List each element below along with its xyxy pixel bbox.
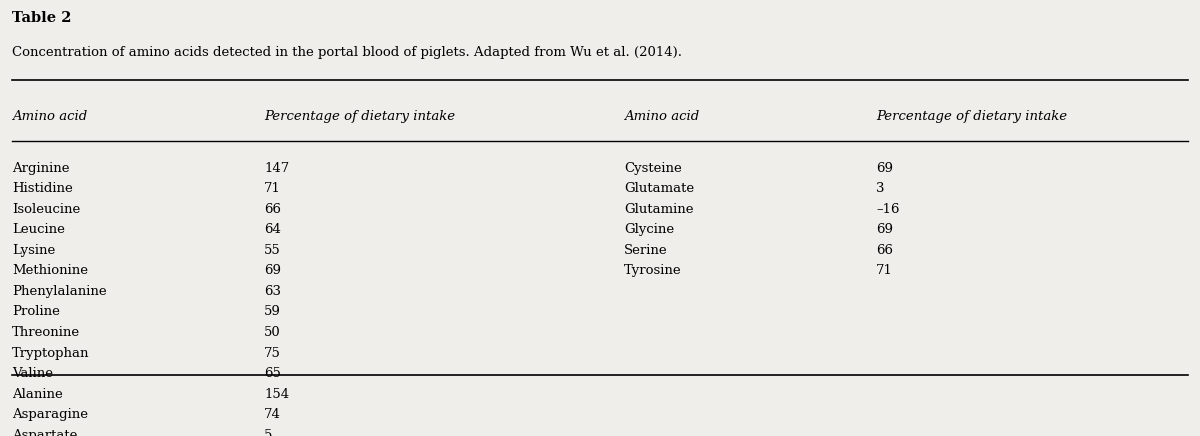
Text: Glutamate: Glutamate <box>624 182 694 195</box>
Text: Percentage of dietary intake: Percentage of dietary intake <box>876 110 1067 123</box>
Text: Proline: Proline <box>12 306 60 318</box>
Text: Histidine: Histidine <box>12 182 73 195</box>
Text: –16: –16 <box>876 203 900 216</box>
Text: 66: 66 <box>264 203 281 216</box>
Text: 71: 71 <box>876 264 893 277</box>
Text: 65: 65 <box>264 367 281 380</box>
Text: Glutamine: Glutamine <box>624 203 694 216</box>
Text: Glycine: Glycine <box>624 223 674 236</box>
Text: Isoleucine: Isoleucine <box>12 203 80 216</box>
Text: Tyrosine: Tyrosine <box>624 264 682 277</box>
Text: Leucine: Leucine <box>12 223 65 236</box>
Text: 147: 147 <box>264 162 289 175</box>
Text: Methionine: Methionine <box>12 264 88 277</box>
Text: 55: 55 <box>264 244 281 257</box>
Text: 69: 69 <box>264 264 281 277</box>
Text: 69: 69 <box>876 162 893 175</box>
Text: Amino acid: Amino acid <box>624 110 700 123</box>
Text: Table 2: Table 2 <box>12 11 72 25</box>
Text: Alanine: Alanine <box>12 388 62 401</box>
Text: Threonine: Threonine <box>12 326 80 339</box>
Text: 66: 66 <box>876 244 893 257</box>
Text: 64: 64 <box>264 223 281 236</box>
Text: Valine: Valine <box>12 367 53 380</box>
Text: Serine: Serine <box>624 244 667 257</box>
Text: Aspartate: Aspartate <box>12 429 77 436</box>
Text: 3: 3 <box>876 182 884 195</box>
Text: Phenylalanine: Phenylalanine <box>12 285 107 298</box>
Text: Lysine: Lysine <box>12 244 55 257</box>
Text: 69: 69 <box>876 223 893 236</box>
Text: 5: 5 <box>264 429 272 436</box>
Text: 74: 74 <box>264 408 281 421</box>
Text: Arginine: Arginine <box>12 162 70 175</box>
Text: 50: 50 <box>264 326 281 339</box>
Text: Amino acid: Amino acid <box>12 110 88 123</box>
Text: 59: 59 <box>264 306 281 318</box>
Text: 154: 154 <box>264 388 289 401</box>
Text: Percentage of dietary intake: Percentage of dietary intake <box>264 110 455 123</box>
Text: 75: 75 <box>264 347 281 360</box>
Text: Tryptophan: Tryptophan <box>12 347 90 360</box>
Text: 63: 63 <box>264 285 281 298</box>
Text: 71: 71 <box>264 182 281 195</box>
Text: Cysteine: Cysteine <box>624 162 682 175</box>
Text: Concentration of amino acids detected in the portal blood of piglets. Adapted fr: Concentration of amino acids detected in… <box>12 46 682 59</box>
Text: Asparagine: Asparagine <box>12 408 88 421</box>
